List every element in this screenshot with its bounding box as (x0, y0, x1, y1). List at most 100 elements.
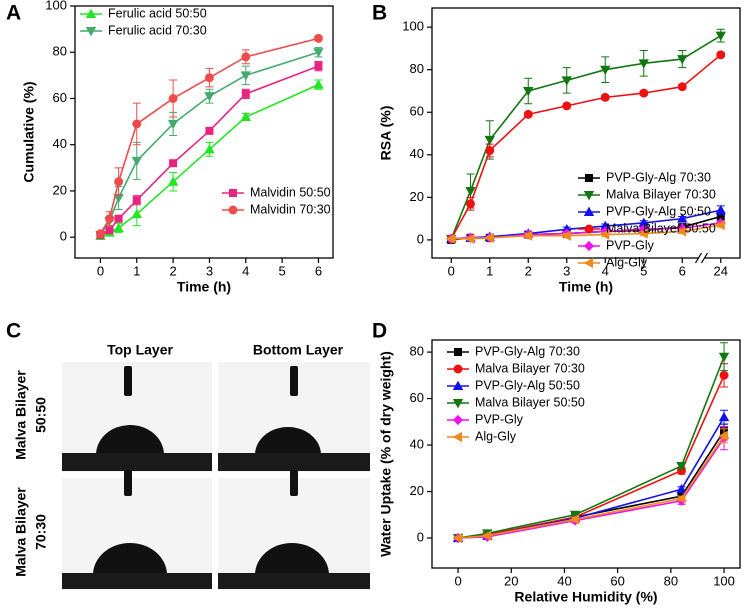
x-tick-label: 6 (679, 263, 686, 278)
legend-marker (453, 347, 462, 356)
marker (445, 233, 456, 245)
x-axis-label: Relative Humidity (%) (514, 589, 657, 605)
marker (241, 89, 250, 98)
marker (132, 119, 142, 129)
row-label: Malva Bilayer (13, 487, 29, 577)
y-axis-label: RSA (%) (378, 106, 394, 161)
y-axis-label: Cumulative (%) (21, 81, 37, 182)
droplet-photo (218, 470, 370, 590)
y-tick-label: 0 (417, 231, 424, 246)
marker (131, 208, 142, 219)
marker (204, 144, 215, 154)
x-axis-label: Time (h) (559, 279, 613, 295)
x-tick-label: 0 (448, 263, 455, 278)
chart-panel: B 0 1 2 3 4 5 6 24 0 20 40 60 80 100 Time (h) RSA (%) PVP… (372, 2, 741, 295)
marker (169, 159, 178, 168)
plot-frame (74, 5, 334, 259)
marker (561, 76, 572, 86)
marker (600, 92, 610, 102)
marker (167, 176, 179, 186)
marker (718, 352, 730, 363)
legend-label: Ferulic acid 50:50 (108, 6, 207, 20)
marker (132, 196, 141, 205)
legend-label: Malva Bilayer 70:30 (475, 361, 585, 375)
marker (715, 219, 725, 231)
x-tick-label: 4 (602, 263, 609, 278)
marker (716, 50, 726, 60)
x-tick-label: 4 (242, 263, 249, 278)
y-axis-label: Water Uptake (% of dry weight) (378, 351, 394, 557)
marker (466, 199, 475, 209)
marker (240, 111, 251, 121)
legend-label: Ferulic acid 70:30 (108, 23, 207, 37)
marker (639, 88, 649, 98)
y-tick-label: 80 (410, 344, 424, 359)
y-tick-label: 60 (53, 90, 67, 105)
x-tick-label: 3 (563, 263, 570, 278)
y-tick-label: 100 (45, 0, 67, 12)
row-label: 50:50 (33, 397, 49, 433)
marker (452, 532, 463, 544)
x-tick-label: 0 (97, 263, 104, 278)
marker (569, 514, 580, 525)
y-tick-label: 60 (410, 390, 424, 405)
marker (677, 82, 687, 92)
y-tick-label: 100 (402, 19, 424, 34)
x-tick-label: 20 (504, 573, 518, 588)
legend-marker (583, 240, 595, 252)
x-tick-label: 100 (713, 573, 735, 588)
column-label: Top Layer (107, 342, 173, 358)
legend-marker (583, 206, 595, 216)
marker (131, 156, 142, 167)
marker (204, 92, 215, 102)
marker (485, 146, 495, 156)
legend-marker (452, 380, 464, 390)
x-tick-label: 1 (486, 263, 493, 278)
legend-label: PVP-Gly-Alg 50:50 (606, 204, 711, 218)
series-line (99, 37, 319, 235)
y-tick-label: 0 (417, 529, 424, 544)
y-tick-label: 80 (410, 61, 424, 76)
plot-frame (431, 339, 741, 569)
marker (638, 228, 648, 239)
marker (105, 226, 114, 235)
marker (205, 126, 214, 135)
x-tick-label: 6 (315, 263, 322, 278)
legend-label: PVP-Gly-Alg 70:30 (475, 344, 580, 358)
marker (313, 79, 324, 89)
series-line (458, 437, 725, 539)
legend-marker (584, 224, 594, 234)
legend-label: Malvidin 50:50 (250, 185, 331, 199)
legend-label: Alg-Gly (475, 429, 517, 443)
marker (676, 226, 687, 237)
marker (241, 52, 251, 62)
x-tick-label: 5 (279, 263, 286, 278)
legend-label: Malva Bilayer 50:50 (606, 221, 716, 235)
panel-label: B (372, 2, 387, 25)
legend-marker (85, 8, 97, 18)
x-tick-label: 24 (714, 263, 728, 278)
marker (638, 59, 649, 69)
legend-label: PVP-Gly-Alg 70:30 (606, 170, 711, 184)
legend-marker (228, 205, 238, 215)
marker (314, 33, 323, 43)
legend-marker (452, 431, 462, 443)
marker (719, 370, 729, 380)
marker (715, 204, 726, 215)
x-axis-label: Time (h) (177, 279, 231, 295)
marker (465, 186, 476, 197)
marker (676, 461, 687, 472)
panel-label: D (372, 320, 387, 343)
image-panel: C Top Layer Bottom Layer Malva Bilayer 5… (6, 320, 370, 590)
marker (167, 119, 179, 130)
marker (599, 229, 610, 240)
marker (718, 411, 730, 422)
x-tick-label: 5 (640, 263, 647, 278)
x-tick-label: 80 (664, 573, 678, 588)
marker (718, 430, 729, 441)
y-tick-label: 0 (60, 229, 67, 244)
marker (676, 493, 686, 504)
legend-marker (452, 414, 464, 426)
x-tick-label: 60 (610, 573, 624, 588)
